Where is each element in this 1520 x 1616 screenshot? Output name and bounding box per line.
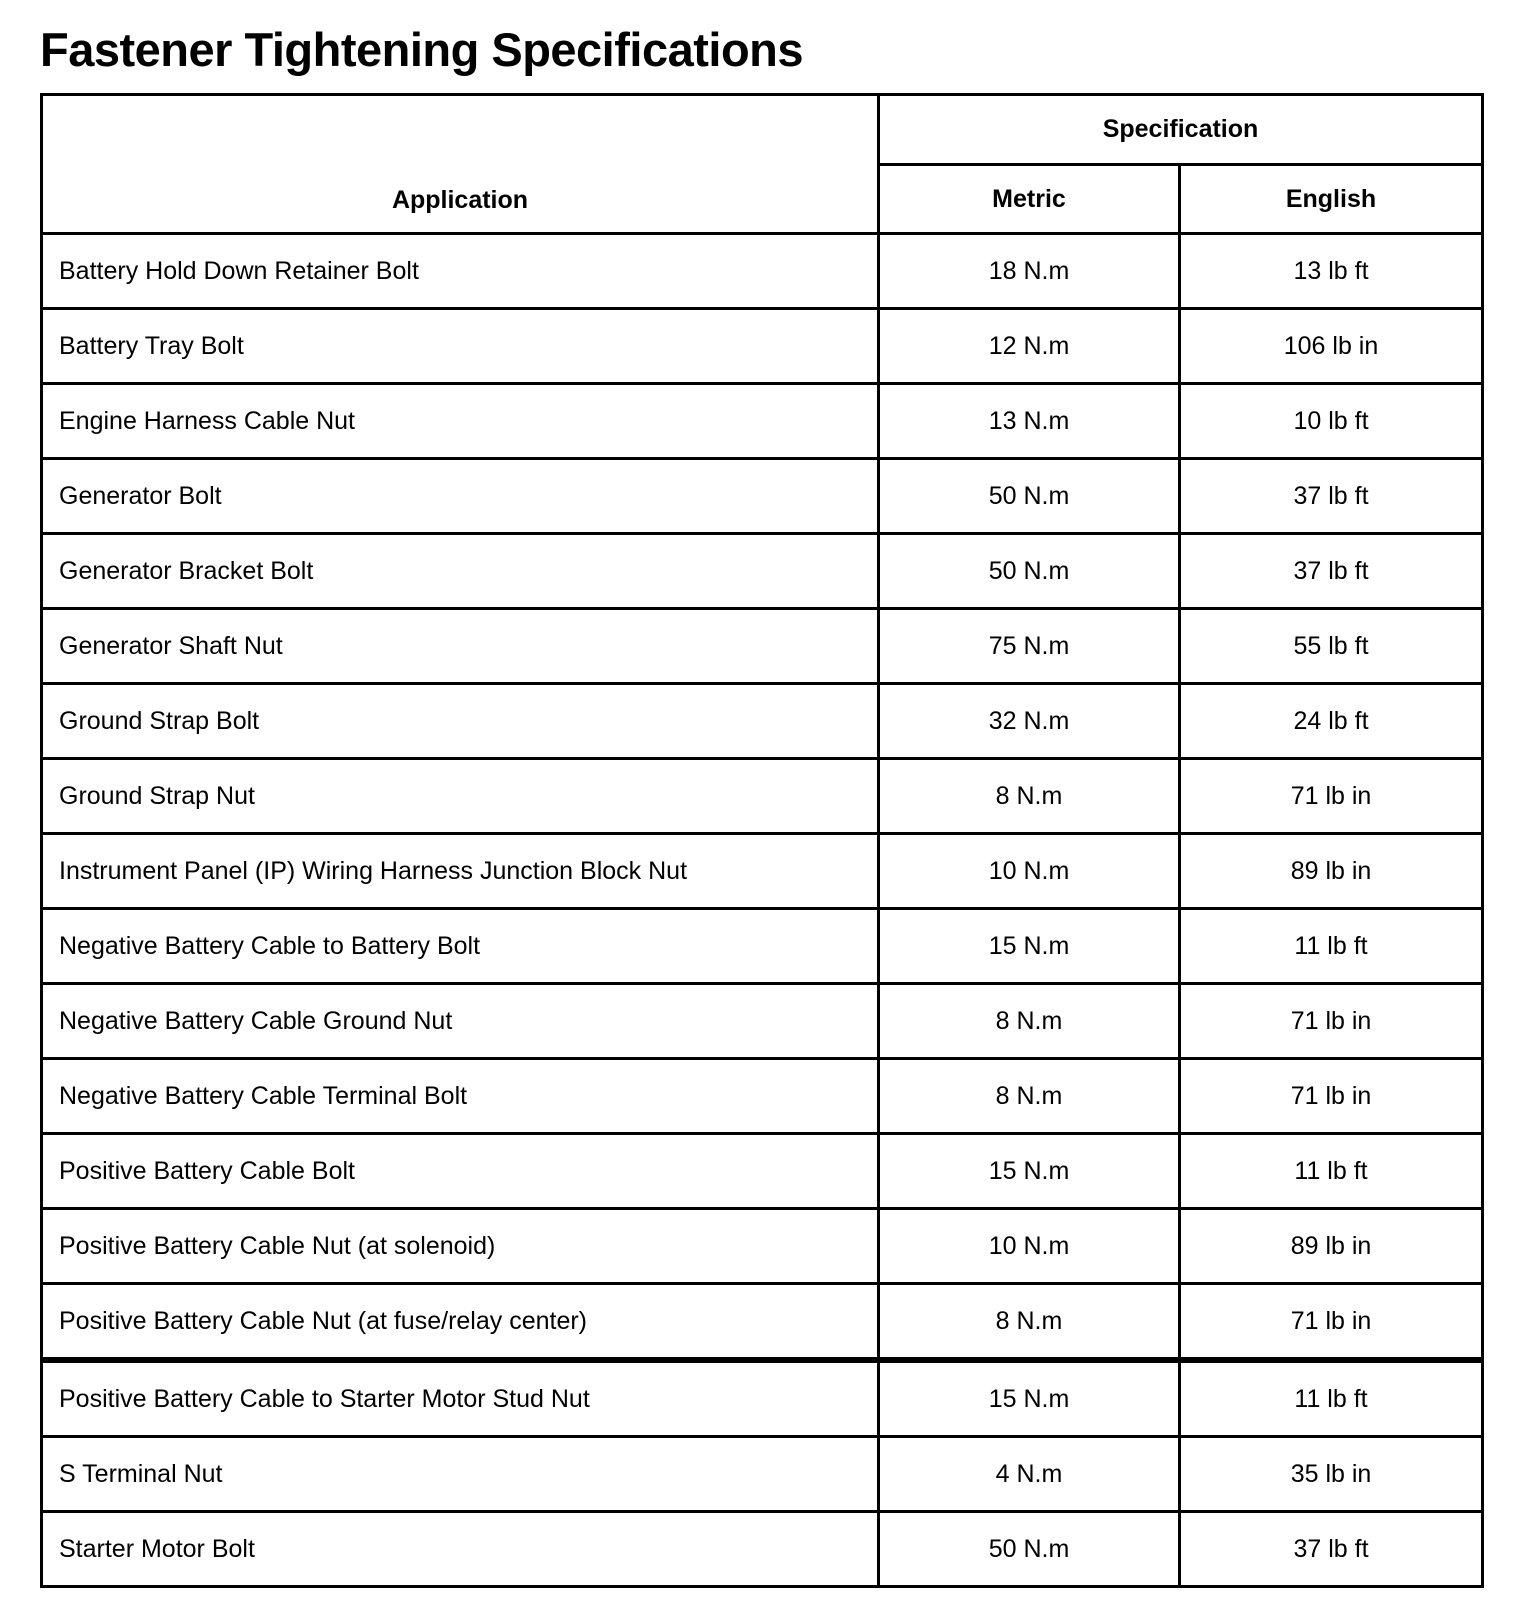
metric-cell: 8 N.m bbox=[877, 1282, 1181, 1362]
application-cell: Positive Battery Cable Nut (at solenoid) bbox=[40, 1207, 880, 1285]
metric-cell: 15 N.m bbox=[877, 1357, 1181, 1438]
table-row: Positive Battery Cable Nut (at fuse/rela… bbox=[40, 1282, 1484, 1362]
english-cell: 13 lb ft bbox=[1178, 232, 1484, 310]
english-cell: 71 lb in bbox=[1178, 1057, 1484, 1135]
application-cell: Battery Tray Bolt bbox=[40, 307, 880, 385]
header-specification: Specification bbox=[877, 93, 1484, 166]
metric-cell: 50 N.m bbox=[877, 532, 1181, 610]
application-cell: Battery Hold Down Retainer Bolt bbox=[40, 232, 880, 310]
page-title: Fastener Tightening Specifications bbox=[40, 23, 804, 76]
application-cell: Ground Strap Bolt bbox=[40, 682, 880, 760]
application-cell: Negative Battery Cable Ground Nut bbox=[40, 982, 880, 1060]
metric-cell: 18 N.m bbox=[877, 232, 1181, 310]
metric-cell: 50 N.m bbox=[877, 1510, 1181, 1588]
english-cell: 37 lb ft bbox=[1178, 532, 1484, 610]
table-row: Instrument Panel (IP) Wiring Harness Jun… bbox=[40, 832, 1484, 910]
table-row: Ground Strap Bolt 32 N.m 24 lb ft bbox=[40, 682, 1484, 760]
english-cell: 89 lb in bbox=[1178, 1207, 1484, 1285]
metric-cell: 8 N.m bbox=[877, 982, 1181, 1060]
table-row: S Terminal Nut 4 N.m 35 lb in bbox=[40, 1435, 1484, 1513]
application-cell: Positive Battery Cable Bolt bbox=[40, 1132, 880, 1210]
table-row: Negative Battery Cable Terminal Bolt 8 N.… bbox=[40, 1057, 1484, 1135]
table-row: Engine Harness Cable Nut 13 N.m 10 lb ft bbox=[40, 382, 1484, 460]
application-cell: Negative Battery Cable to Battery Bolt bbox=[40, 907, 880, 985]
metric-cell: 10 N.m bbox=[877, 832, 1181, 910]
table-row: Positive Battery Cable Bolt 15 N.m 11 lb f… bbox=[40, 1132, 1484, 1210]
application-cell: Engine Harness Cable Nut bbox=[40, 382, 880, 460]
table-row: Negative Battery Cable Ground Nut 8 N.m 71… bbox=[40, 982, 1484, 1060]
header-application: Application bbox=[40, 93, 880, 235]
metric-cell: 75 N.m bbox=[877, 607, 1181, 685]
table-row: Positive Battery Cable to Starter Motor … bbox=[40, 1357, 1484, 1438]
metric-cell: 50 N.m bbox=[877, 457, 1181, 535]
english-cell: 35 lb in bbox=[1178, 1435, 1484, 1513]
table-body: Battery Hold Down Retainer Bolt 18 N.m 13 … bbox=[40, 232, 1484, 1588]
english-cell: 11 lb ft bbox=[1178, 907, 1484, 985]
metric-cell: 8 N.m bbox=[877, 757, 1181, 835]
table-row: Battery Tray Bolt 12 N.m 106 lb in bbox=[40, 307, 1484, 385]
metric-cell: 15 N.m bbox=[877, 1132, 1181, 1210]
table-row: Ground Strap Nut 8 N.m 71 lb in bbox=[40, 757, 1484, 835]
metric-cell: 8 N.m bbox=[877, 1057, 1181, 1135]
metric-cell: 15 N.m bbox=[877, 907, 1181, 985]
english-cell: 106 lb in bbox=[1178, 307, 1484, 385]
header-english: English bbox=[1178, 163, 1484, 235]
table-row: Generator Shaft Nut 75 N.m 55 lb ft bbox=[40, 607, 1484, 685]
english-cell: 11 lb ft bbox=[1178, 1132, 1484, 1210]
specifications-table: Application Specification Metric English… bbox=[40, 93, 1484, 1588]
header-metric: Metric bbox=[877, 163, 1181, 235]
metric-cell: 13 N.m bbox=[877, 382, 1181, 460]
english-cell: 10 lb ft bbox=[1178, 382, 1484, 460]
english-cell: 71 lb in bbox=[1178, 1282, 1484, 1362]
english-cell: 55 lb ft bbox=[1178, 607, 1484, 685]
application-cell: Negative Battery Cable Terminal Bolt bbox=[40, 1057, 880, 1135]
table-row: Negative Battery Cable to Battery Bolt 15… bbox=[40, 907, 1484, 985]
english-cell: 11 lb ft bbox=[1178, 1357, 1484, 1438]
application-cell: S Terminal Nut bbox=[40, 1435, 880, 1513]
metric-cell: 32 N.m bbox=[877, 682, 1181, 760]
application-cell: Generator Bolt bbox=[40, 457, 880, 535]
application-cell: Starter Motor Bolt bbox=[40, 1510, 880, 1588]
english-cell: 37 lb ft bbox=[1178, 457, 1484, 535]
table-row: Generator Bracket Bolt 50 N.m 37 lb ft bbox=[40, 532, 1484, 610]
application-cell: Positive Battery Cable Nut (at fuse/rela… bbox=[40, 1282, 880, 1362]
metric-cell: 12 N.m bbox=[877, 307, 1181, 385]
application-cell: Instrument Panel (IP) Wiring Harness Jun… bbox=[40, 832, 880, 910]
table-row: Positive Battery Cable Nut (at solenoid)… bbox=[40, 1207, 1484, 1285]
table-row: Battery Hold Down Retainer Bolt 18 N.m 13 … bbox=[40, 232, 1484, 310]
english-cell: 89 lb in bbox=[1178, 832, 1484, 910]
english-cell: 71 lb in bbox=[1178, 982, 1484, 1060]
english-cell: 24 lb ft bbox=[1178, 682, 1484, 760]
english-cell: 71 lb in bbox=[1178, 757, 1484, 835]
table-row: Generator Bolt 50 N.m 37 lb ft bbox=[40, 457, 1484, 535]
metric-cell: 10 N.m bbox=[877, 1207, 1181, 1285]
application-cell: Ground Strap Nut bbox=[40, 757, 880, 835]
english-cell: 37 lb ft bbox=[1178, 1510, 1484, 1588]
application-cell: Positive Battery Cable to Starter Motor … bbox=[40, 1357, 880, 1438]
application-cell: Generator Bracket Bolt bbox=[40, 532, 880, 610]
application-cell: Generator Shaft Nut bbox=[40, 607, 880, 685]
table-row: Starter Motor Bolt 50 N.m 37 lb ft bbox=[40, 1510, 1484, 1588]
metric-cell: 4 N.m bbox=[877, 1435, 1181, 1513]
